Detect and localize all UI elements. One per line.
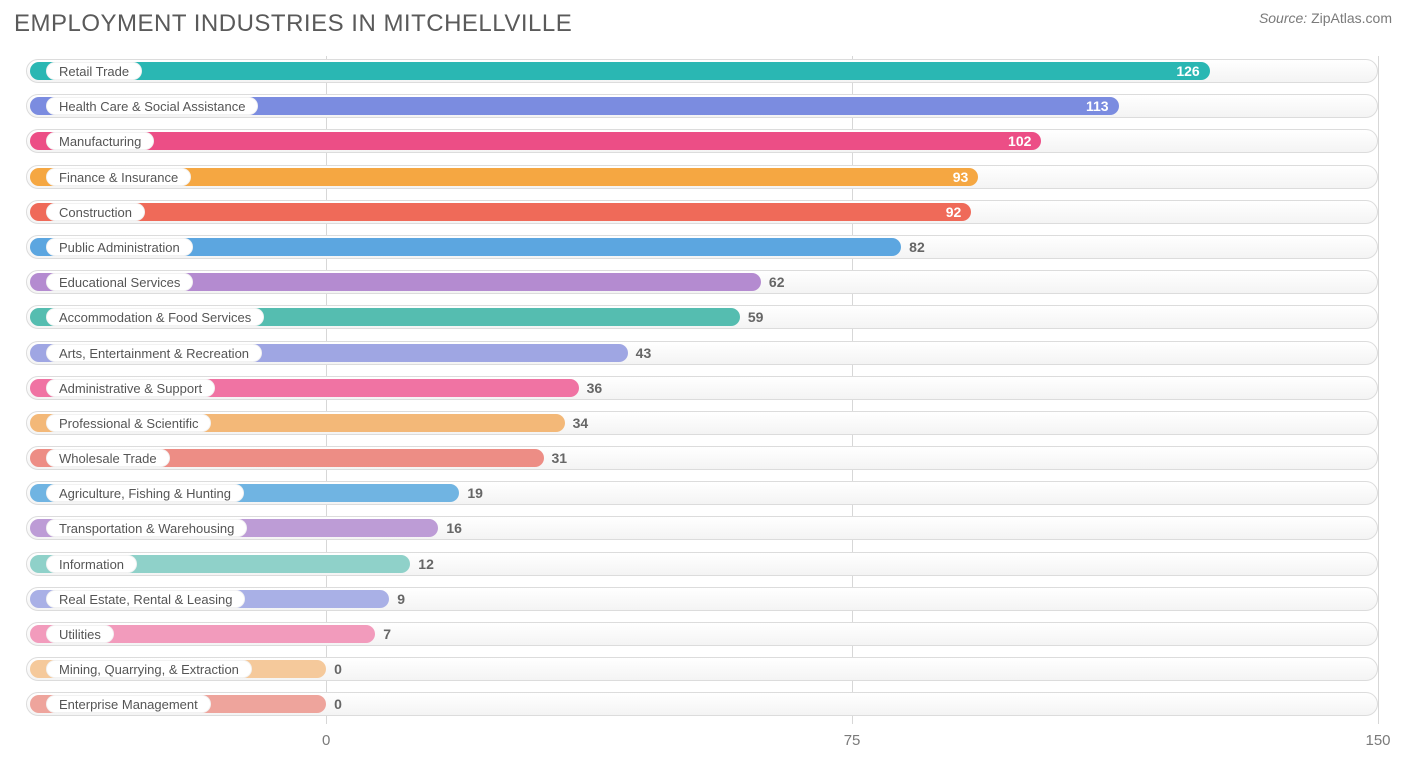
bar-value: 102 — [1008, 126, 1031, 156]
bar-value: 59 — [748, 302, 764, 332]
bar-label: Real Estate, Rental & Leasing — [46, 590, 245, 608]
grid-line — [1378, 56, 1379, 724]
source-value: ZipAtlas.com — [1311, 10, 1392, 26]
bar-row: Accommodation & Food Services 59 — [26, 302, 1378, 332]
bar-value: 92 — [946, 197, 962, 227]
bar-label: Manufacturing — [46, 132, 154, 150]
bar-value: 16 — [446, 513, 462, 543]
chart-area: Retail Trade 126 Health Care & Social Assi… — [14, 56, 1392, 752]
bar-value: 93 — [953, 162, 969, 192]
bar-value: 7 — [383, 619, 391, 649]
bar-row: Enterprise Management 0 — [26, 689, 1378, 719]
bar-label: Health Care & Social Assistance — [46, 97, 258, 115]
bar-label: Enterprise Management — [46, 695, 211, 713]
bar — [30, 132, 1041, 150]
x-tick: 75 — [844, 732, 861, 749]
bar-value: 0 — [334, 689, 342, 719]
bar — [30, 62, 1210, 80]
bar-label: Public Administration — [46, 238, 193, 256]
bar-row: Agriculture, Fishing & Hunting 19 — [26, 478, 1378, 508]
bar-label: Utilities — [46, 625, 114, 643]
bar-label: Administrative & Support — [46, 379, 215, 397]
bar-label: Educational Services — [46, 273, 193, 291]
x-axis: 075150 — [26, 728, 1378, 752]
bar — [30, 203, 971, 221]
bar-row: Manufacturing 102 — [26, 126, 1378, 156]
bar-row: Wholesale Trade 31 — [26, 443, 1378, 473]
bar-row: Mining, Quarrying, & Extraction 0 — [26, 654, 1378, 684]
bar-row: Administrative & Support 36 — [26, 373, 1378, 403]
bar-label: Transportation & Warehousing — [46, 519, 247, 537]
bar-row: Utilities 7 — [26, 619, 1378, 649]
bar-label: Professional & Scientific — [46, 414, 211, 432]
bar-row: Professional & Scientific 34 — [26, 408, 1378, 438]
x-tick: 150 — [1365, 732, 1390, 749]
source-label: Source: — [1259, 10, 1307, 26]
bar-value: 126 — [1176, 56, 1199, 86]
bar-value: 62 — [769, 267, 785, 297]
bar-row: Transportation & Warehousing 16 — [26, 513, 1378, 543]
bar-label: Arts, Entertainment & Recreation — [46, 344, 262, 362]
bar-value: 19 — [467, 478, 483, 508]
bar-row: Information 12 — [26, 549, 1378, 579]
chart-source: Source: ZipAtlas.com — [1259, 10, 1392, 26]
bar-row: Retail Trade 126 — [26, 56, 1378, 86]
bar-label: Wholesale Trade — [46, 449, 170, 467]
x-tick: 0 — [322, 732, 330, 749]
chart-plot: Retail Trade 126 Health Care & Social Assi… — [26, 56, 1378, 724]
bar-row: Public Administration 82 — [26, 232, 1378, 262]
chart-header: EMPLOYMENT INDUSTRIES IN MITCHELLVILLE S… — [14, 10, 1392, 38]
bar-row: Educational Services 62 — [26, 267, 1378, 297]
bar-value: 34 — [573, 408, 589, 438]
chart-title: EMPLOYMENT INDUSTRIES IN MITCHELLVILLE — [14, 10, 572, 38]
bar-value: 82 — [909, 232, 925, 262]
bar-value: 12 — [418, 549, 434, 579]
bar-row: Construction 92 — [26, 197, 1378, 227]
bar-row: Finance & Insurance 93 — [26, 162, 1378, 192]
bar-label: Agriculture, Fishing & Hunting — [46, 484, 244, 502]
bar-value: 31 — [552, 443, 568, 473]
bar-label: Information — [46, 555, 137, 573]
bar-value: 0 — [334, 654, 342, 684]
bar-label: Retail Trade — [46, 62, 142, 80]
bar-label: Finance & Insurance — [46, 168, 191, 186]
bar-row: Real Estate, Rental & Leasing 9 — [26, 584, 1378, 614]
bar-label: Accommodation & Food Services — [46, 308, 264, 326]
bar-label: Construction — [46, 203, 145, 221]
bar-row: Health Care & Social Assistance 113 — [26, 91, 1378, 121]
bar-value: 43 — [636, 338, 652, 368]
bar-value: 113 — [1086, 91, 1109, 121]
bar-label: Mining, Quarrying, & Extraction — [46, 660, 252, 678]
bar-value: 36 — [587, 373, 603, 403]
bar-row: Arts, Entertainment & Recreation 43 — [26, 338, 1378, 368]
bar-value: 9 — [397, 584, 405, 614]
